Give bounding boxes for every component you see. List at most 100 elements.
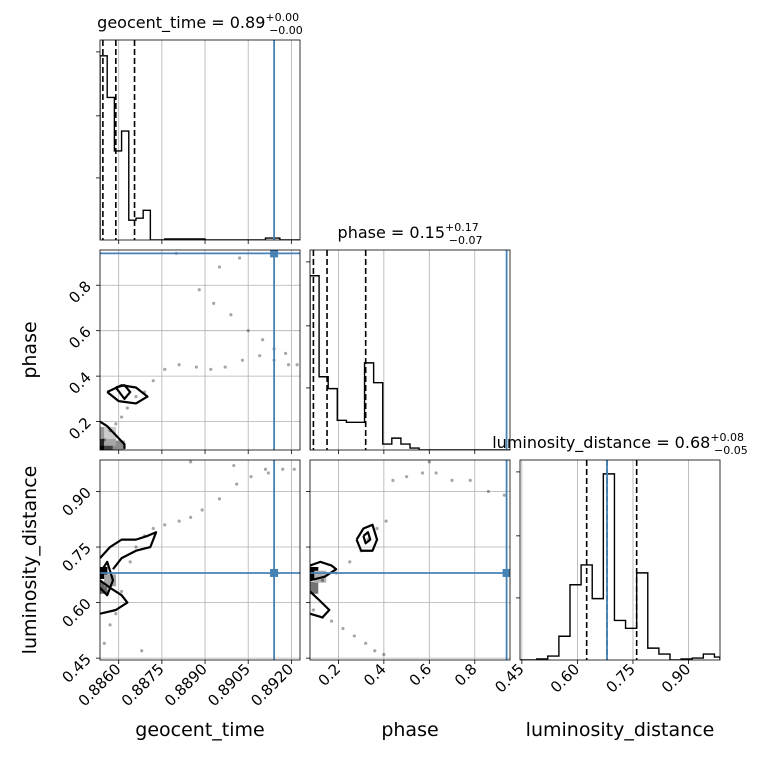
axes-frame — [519, 459, 721, 661]
sample-point — [249, 475, 253, 479]
sample-point — [114, 422, 118, 426]
sample-point — [140, 649, 144, 653]
x-tick-label: 0.45 — [491, 660, 527, 696]
sample-point — [348, 560, 352, 564]
contour-line — [100, 531, 158, 570]
x-tick-label: 0.8875 — [118, 660, 168, 710]
sample-point — [151, 526, 155, 531]
y-tick-label: 0.4 — [65, 368, 95, 398]
sample-point — [382, 652, 386, 657]
contour-line — [100, 579, 129, 615]
sample-point — [108, 623, 112, 627]
axes-frame — [309, 249, 511, 451]
x-axis-label-phase: phase — [381, 719, 438, 741]
sample-point — [114, 612, 118, 616]
sample-point — [119, 415, 124, 419]
axes-frame — [99, 39, 301, 241]
sample-point — [217, 497, 222, 501]
sample-point — [128, 560, 132, 564]
sample-point — [177, 363, 181, 367]
contour-line — [355, 523, 379, 552]
truth-marker — [502, 568, 510, 577]
y-tick-label: 0.60 — [58, 595, 94, 631]
sample-point — [286, 363, 291, 367]
sample-point — [384, 519, 388, 523]
density-cell — [112, 440, 125, 450]
sample-point — [194, 365, 199, 369]
sample-point — [197, 288, 201, 292]
sample-point — [189, 460, 193, 464]
x-tick-label: 0.8920 — [247, 660, 297, 710]
x-axis-label-geocent_time: geocent_time — [135, 719, 264, 741]
truth-marker — [270, 250, 279, 258]
x-tick-label: 0.2 — [315, 660, 345, 690]
histogram-phase — [310, 275, 510, 450]
sample-point — [391, 478, 395, 482]
contour-line — [362, 531, 372, 545]
x-tick-label: 0.8890 — [161, 660, 211, 710]
title-luminosity_distance: luminosity_distance = 0.68+0.08 −0.05 — [492, 431, 748, 457]
sample-point — [134, 394, 138, 399]
sample-point — [237, 256, 242, 260]
sample-point — [434, 471, 438, 475]
x-tick-label: 0.6 — [406, 660, 436, 690]
sample-point — [151, 379, 155, 383]
y-axis-label-luminosity_distance: luminosity_distance — [19, 466, 41, 655]
x-tick-label: 0.4 — [360, 660, 390, 690]
sample-point — [246, 329, 250, 333]
sample-point — [209, 367, 213, 371]
sample-point — [223, 365, 227, 369]
contour-line — [100, 420, 126, 449]
sample-point — [232, 463, 236, 468]
sample-point — [163, 523, 167, 527]
contour-line — [310, 560, 338, 582]
sample-point — [229, 313, 233, 317]
sample-point — [125, 406, 129, 410]
density-cell — [104, 426, 117, 439]
sample-point — [295, 363, 299, 367]
y-tick-label: 0.2 — [65, 414, 95, 444]
truth-marker — [270, 568, 279, 577]
density-cell — [310, 581, 319, 594]
sample-point — [311, 608, 316, 612]
axes-frame — [99, 459, 301, 661]
sample-point — [200, 508, 204, 512]
sample-point — [281, 467, 285, 471]
sample-point — [292, 467, 296, 471]
contour-line — [310, 590, 331, 619]
sample-point — [235, 482, 239, 486]
sample-point — [427, 460, 431, 464]
sample-point — [375, 526, 379, 531]
sample-point — [486, 489, 491, 494]
sample-point — [352, 634, 356, 638]
sample-point — [258, 354, 262, 358]
title-phase: phase = 0.15+0.17 −0.07 — [338, 221, 483, 247]
x-tick-label: 0.60 — [547, 660, 583, 696]
sample-point — [329, 619, 334, 623]
x-axis-label-luminosity_distance: luminosity_distance — [526, 719, 715, 741]
y-tick-label: 0.8 — [65, 277, 95, 307]
y-tick-label: 0.90 — [58, 484, 94, 520]
sample-point — [177, 519, 181, 523]
axes-frame — [309, 459, 511, 661]
x-tick-label: 0.90 — [658, 660, 694, 696]
sample-point — [102, 438, 106, 442]
y-tick-label: 0.6 — [65, 323, 95, 353]
sample-point — [189, 515, 193, 520]
sample-point — [240, 358, 245, 362]
sample-point — [163, 367, 167, 371]
sample-point — [341, 626, 345, 631]
histogram-luminosity_distance — [520, 473, 720, 660]
sample-point — [502, 493, 506, 497]
sample-point — [284, 351, 288, 356]
axes-frame — [99, 249, 301, 451]
x-tick-label: 0.8905 — [204, 660, 254, 710]
sample-point — [260, 338, 265, 342]
sample-point — [468, 478, 472, 482]
density-cell — [100, 433, 108, 446]
sample-point — [212, 301, 216, 306]
title-geocent_time: geocent_time = 0.89+0.00 −0.00 — [97, 11, 303, 37]
density-cell — [100, 426, 108, 439]
y-tick-label: 0.75 — [58, 539, 94, 575]
